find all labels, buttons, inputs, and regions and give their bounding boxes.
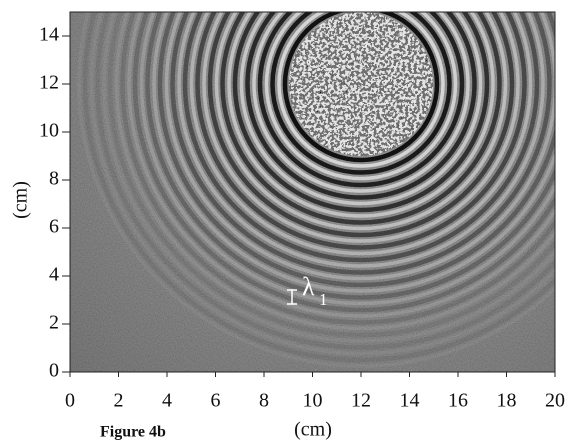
y-tick-label: 2 — [49, 312, 59, 334]
ring-light — [77, 12, 555, 368]
ring-dark — [220, 12, 502, 225]
ring-light — [239, 12, 483, 206]
y-tick-label: 0 — [49, 360, 59, 382]
ring-light — [89, 12, 555, 356]
y-tick-label: 4 — [49, 264, 59, 286]
ring-dark — [157, 12, 555, 288]
y-tick-label: 12 — [39, 72, 59, 94]
x-axis-label: (cm) — [294, 419, 332, 441]
ring-light — [139, 12, 555, 306]
x-tick-label: 8 — [259, 390, 269, 412]
inner-disk — [289, 12, 433, 156]
y-axis-label: (cm) — [10, 181, 32, 219]
ring-light — [202, 12, 520, 243]
x-tick-label: 0 — [65, 390, 75, 412]
ring-light — [102, 12, 555, 343]
ring-dark — [182, 12, 540, 263]
wave-image — [70, 12, 555, 372]
ring-dark — [232, 12, 490, 213]
x-tick-label: 18 — [497, 390, 517, 412]
ring-dark — [270, 12, 452, 175]
x-tick-label: 20 — [545, 390, 565, 412]
y-tick-label: 6 — [49, 216, 59, 238]
ring-light — [177, 12, 545, 268]
ring-light — [214, 12, 508, 231]
scale-bar — [287, 289, 297, 305]
x-tick-label: 16 — [448, 390, 468, 412]
x-tick-label: 14 — [400, 390, 420, 412]
annotation-subscript: 1 — [319, 290, 328, 309]
x-tick-label: 10 — [303, 390, 323, 412]
ring-dark — [145, 12, 555, 300]
ring-dark — [82, 12, 555, 363]
ripple-rings — [77, 12, 555, 368]
ring-dark — [282, 12, 440, 163]
y-tick-label: 10 — [39, 120, 59, 142]
x-tick-label: 12 — [351, 390, 371, 412]
ring-light — [152, 12, 555, 293]
ring-light — [252, 12, 470, 193]
y-tick-label: 8 — [49, 168, 59, 190]
ring-dark — [257, 12, 465, 188]
ring-dark — [95, 12, 555, 350]
ring-light — [227, 12, 495, 218]
annotation-symbol: λ — [302, 272, 315, 301]
x-tick-label: 6 — [211, 390, 221, 412]
ring-light — [189, 12, 533, 256]
ring-dark — [132, 12, 555, 313]
ring-light — [164, 12, 555, 281]
caption: Figure 4b — [100, 424, 166, 441]
ring-dark — [170, 12, 552, 275]
ring-light — [264, 12, 458, 181]
ring-dark — [207, 12, 515, 238]
x-tick-label: 2 — [114, 390, 124, 412]
ring-dark — [245, 12, 477, 200]
ring-dark — [107, 12, 555, 338]
ring-dark — [195, 12, 527, 250]
x-tick-label: 4 — [162, 390, 172, 412]
y-tick-label: 14 — [39, 24, 59, 46]
ring-light — [127, 12, 555, 318]
ring-light — [277, 12, 445, 168]
ring-light — [114, 12, 555, 331]
ring-dark — [120, 12, 555, 325]
